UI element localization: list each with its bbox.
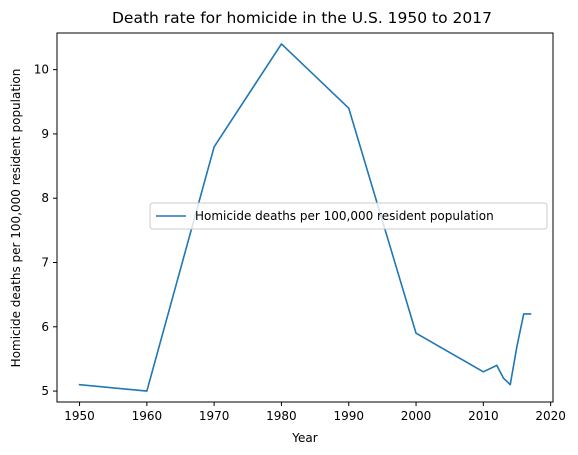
y-axis-label: Homicide deaths per 100,000 resident pop… <box>9 69 23 368</box>
y-tick-label: 7 <box>41 256 49 270</box>
y-tick-label: 9 <box>41 127 49 141</box>
y-tick-label: 5 <box>41 384 49 398</box>
x-tick-label: 2020 <box>535 409 566 423</box>
x-tick-label: 1950 <box>64 409 95 423</box>
x-tick-label: 1960 <box>132 409 163 423</box>
y-axis: 5 6 7 8 9 10 <box>34 63 57 398</box>
series-line <box>78 43 532 392</box>
x-tick-label: 1970 <box>199 409 230 423</box>
y-tick-label: 8 <box>41 191 49 205</box>
legend: Homicide deaths per 100,000 resident pop… <box>149 202 548 230</box>
x-tick-label: 2000 <box>401 409 432 423</box>
plot-frame <box>56 32 554 403</box>
x-tick-label: 1980 <box>266 409 297 423</box>
y-tick-label: 6 <box>41 320 49 334</box>
y-tick-label: 10 <box>34 63 49 77</box>
legend-label: Homicide deaths per 100,000 resident pop… <box>195 209 494 223</box>
plot-area: 1950 1960 1970 1980 1990 2000 2010 2020 5 6 7 8 9 10 <box>34 32 566 423</box>
x-tick-label: 1990 <box>333 409 364 423</box>
x-axis-label: Year <box>291 431 317 445</box>
chart-title: Death rate for homicide in the U.S. 1950… <box>112 9 492 27</box>
x-axis: 1950 1960 1970 1980 1990 2000 2010 2020 <box>64 402 566 423</box>
legend-box <box>149 202 548 230</box>
x-tick-label: 2010 <box>468 409 499 423</box>
series-layer <box>78 43 532 392</box>
